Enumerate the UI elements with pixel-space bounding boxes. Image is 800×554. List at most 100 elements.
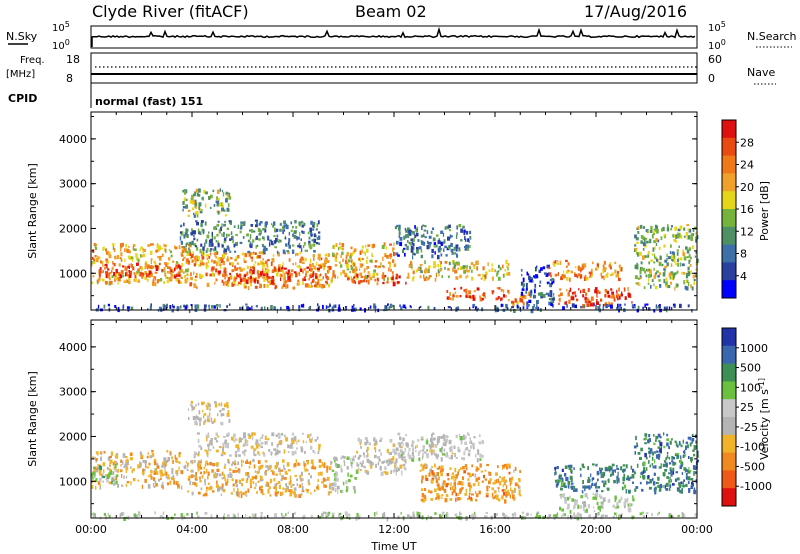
data-cell-14 <box>565 259 568 263</box>
data-cell-5 <box>187 209 191 212</box>
data-cell-10 <box>592 492 594 495</box>
data-cell-0 <box>162 461 165 465</box>
data-cell-13 <box>584 300 588 304</box>
data-cell-12 <box>484 515 486 518</box>
data-cell-3 <box>256 270 260 275</box>
data-cell-2 <box>269 478 273 484</box>
data-cell-2 <box>204 478 206 483</box>
data-cell-4 <box>239 230 242 234</box>
data-cell-9 <box>620 466 623 471</box>
data-cell-2 <box>257 255 260 259</box>
data-cell-15 <box>661 263 664 267</box>
data-cell-7 <box>407 454 410 457</box>
data-cell-8 <box>459 467 463 470</box>
data-cell-15 <box>674 226 678 231</box>
data-cell-2 <box>235 479 238 484</box>
data-cell-7 <box>376 277 379 281</box>
data-cell-9 <box>483 277 486 282</box>
data-cell-6 <box>366 458 370 463</box>
data-cell-16 <box>228 303 231 306</box>
data-cell-16 <box>399 304 401 307</box>
data-cell-1 <box>140 271 143 274</box>
data-cell-5 <box>198 193 201 197</box>
data-cell-9 <box>601 480 604 483</box>
data-cell-4 <box>280 222 283 226</box>
data-cell-3 <box>244 449 247 452</box>
data-cell-3 <box>208 435 210 438</box>
data-cell-2 <box>299 259 302 264</box>
data-cell-3 <box>247 277 250 281</box>
data-cell-8 <box>456 497 460 501</box>
data-cell-11 <box>657 453 661 458</box>
data-cell-9 <box>594 464 597 467</box>
data-cell-8 <box>488 471 490 474</box>
data-cell-16 <box>114 305 117 308</box>
data-cell-0 <box>114 277 116 282</box>
data-cell-3 <box>224 452 226 455</box>
data-cell-0 <box>139 451 143 456</box>
data-cell-0 <box>122 453 126 458</box>
data-cell-8 <box>455 234 458 239</box>
data-cell-13 <box>573 291 576 295</box>
data-cell-16 <box>624 303 626 306</box>
data-cell-4 <box>296 236 298 241</box>
data-cell-9 <box>557 479 560 484</box>
data-cell-5 <box>352 455 355 459</box>
data-cell-8 <box>414 234 417 238</box>
data-cell-2 <box>318 274 321 278</box>
data-cell-12 <box>668 514 672 519</box>
data-cell-13 <box>576 298 579 302</box>
data-cell-1 <box>129 274 131 278</box>
data-cell-15 <box>690 270 692 275</box>
data-cell-4 <box>183 234 186 239</box>
data-cell-11 <box>645 436 647 440</box>
data-cell-7 <box>360 275 364 278</box>
data-cell-9 <box>561 478 564 483</box>
data-cell-8 <box>434 251 436 255</box>
data-cell-8 <box>474 491 477 494</box>
data-cell-6 <box>363 251 366 254</box>
data-cell-16 <box>500 303 503 308</box>
data-cell-10 <box>616 502 619 506</box>
data-cell-4 <box>295 226 298 229</box>
data-cell-14 <box>618 277 621 282</box>
data-cell-8 <box>417 239 420 242</box>
data-cell-15 <box>670 228 673 231</box>
data-cell-11 <box>521 295 524 299</box>
data-cell-8 <box>503 479 505 484</box>
data-cell-11 <box>686 444 689 449</box>
data-cell-2 <box>230 492 233 495</box>
data-cell-10 <box>580 495 584 499</box>
data-cell-6 <box>366 439 369 444</box>
data-cell-2 <box>283 276 286 281</box>
data-cell-15 <box>695 238 697 243</box>
data-cell-7 <box>412 455 415 459</box>
data-cell-0 <box>122 460 124 465</box>
data-cell-9 <box>567 480 571 485</box>
data-cell-5 <box>225 191 228 195</box>
data-cell-12 <box>197 515 200 518</box>
data-cell-2 <box>192 474 196 477</box>
data-cell-11 <box>653 472 656 476</box>
data-cell-12 <box>657 513 659 516</box>
data-cell-2 <box>226 258 230 262</box>
data-cell-6 <box>392 259 395 263</box>
data-cell-3 <box>303 279 307 281</box>
data-cell-9 <box>463 269 467 274</box>
data-cell-7 <box>412 447 414 452</box>
data-cell-7 <box>440 457 443 462</box>
data-cell-6 <box>354 268 357 272</box>
data-cell-8 <box>460 228 464 233</box>
data-cell-3 <box>266 438 270 441</box>
data-cell-2 <box>318 459 322 463</box>
freq-tick-bottom: 8 <box>66 72 73 85</box>
data-cell-6 <box>353 262 356 267</box>
data-cell-2 <box>216 475 218 478</box>
data-cell-11 <box>687 469 690 473</box>
data-cell-16 <box>326 305 330 308</box>
data-cell-15 <box>679 234 683 239</box>
data-cell-12 <box>204 511 208 515</box>
data-cell-10 <box>632 498 635 502</box>
y-tick-label: 2000 <box>59 430 87 443</box>
data-cell-7 <box>432 437 436 441</box>
